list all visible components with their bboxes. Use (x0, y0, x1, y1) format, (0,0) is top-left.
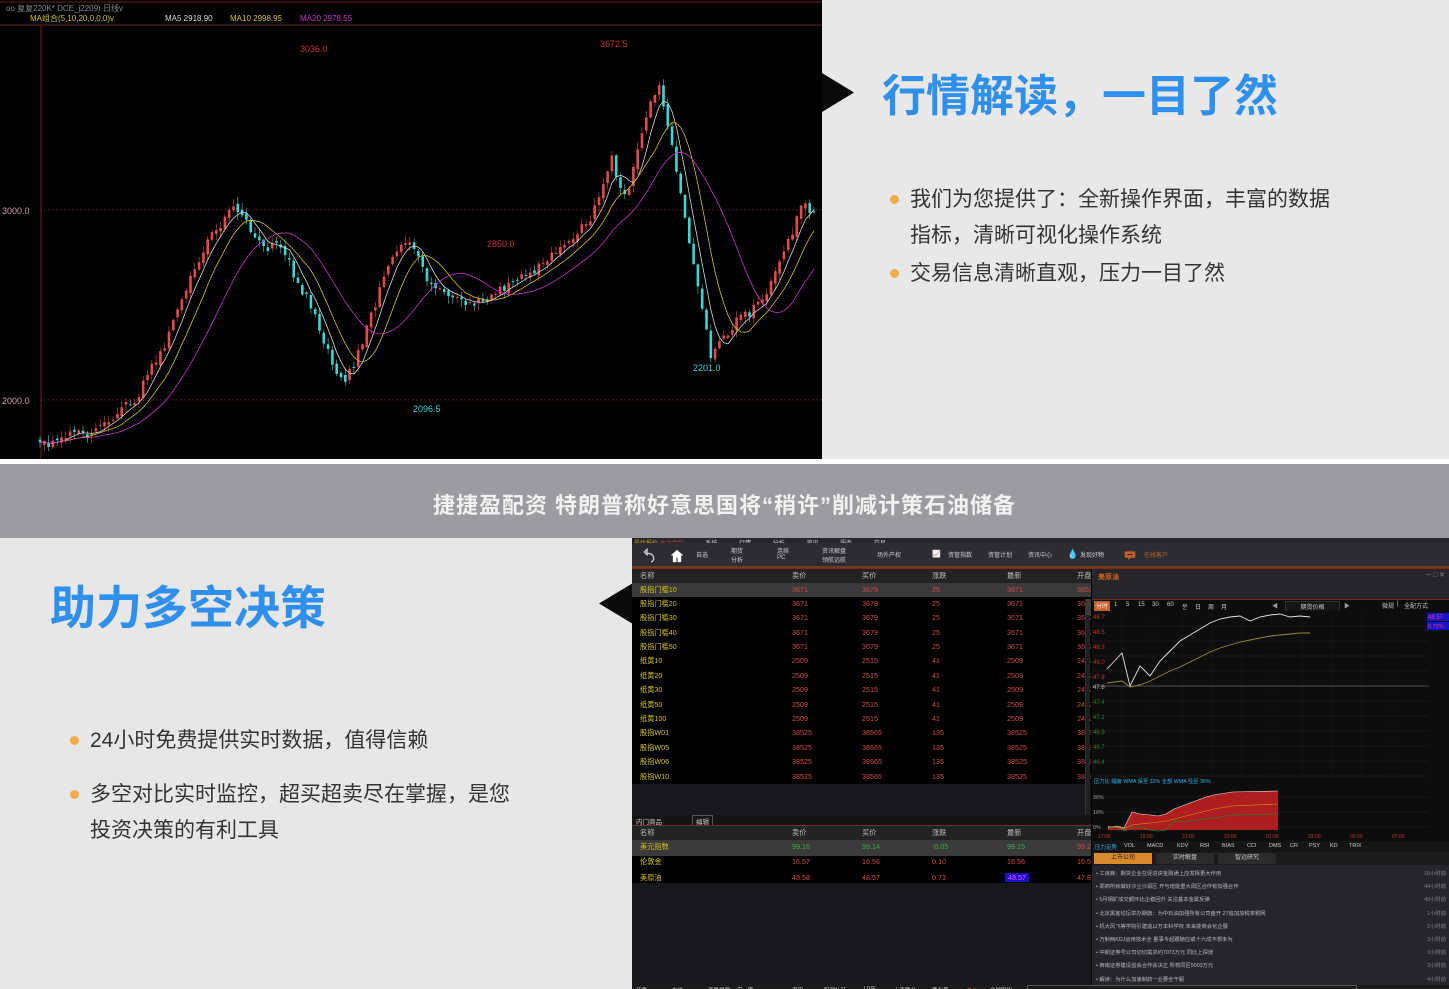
svg-text:47.4: 47.4 (1093, 700, 1105, 706)
svg-text:01:00: 01:00 (1266, 834, 1279, 840)
svg-text:21:00: 21:00 (1182, 834, 1195, 840)
svg-text:48.7: 48.7 (1093, 615, 1105, 621)
svg-text:48.3: 48.3 (1093, 645, 1105, 651)
svg-text:48.0: 48.0 (1093, 660, 1105, 666)
svg-text:MA5 2918.90: MA5 2918.90 (165, 14, 213, 23)
svg-text:46.7: 46.7 (1093, 745, 1105, 751)
svg-text:17:00: 17:00 (1098, 834, 1111, 840)
svg-text:47.6: 47.6 (1093, 685, 1105, 691)
svg-text:3672.5: 3672.5 (600, 39, 628, 49)
svg-text:oo 复复220K* DCE_j2209) 日线v: oo 复复220K* DCE_j2209) 日线v (6, 3, 123, 13)
svg-text:2096.5: 2096.5 (413, 404, 441, 414)
svg-text:46.9: 46.9 (1093, 730, 1105, 736)
svg-text:48.5: 48.5 (1093, 630, 1105, 636)
svg-text:MA组合(5,10,20,0,0,0)v: MA组合(5,10,20,0,0,0)v (30, 13, 114, 23)
svg-text:23:00: 23:00 (1224, 834, 1237, 840)
svg-text:03:00: 03:00 (1308, 834, 1321, 840)
svg-text:47.1: 47.1 (1093, 715, 1105, 721)
svg-text:36%: 36% (1093, 795, 1104, 801)
svg-text:2000.0: 2000.0 (2, 396, 30, 406)
svg-text:0%: 0% (1093, 825, 1101, 831)
svg-text:3000.0: 3000.0 (2, 206, 30, 216)
svg-text:2850.0: 2850.0 (487, 239, 515, 249)
svg-text:压力比 幅度 WMA 保至 32% 全部 WMA 径至 36: 压力比 幅度 WMA 保至 32% 全部 WMA 径至 36% (1094, 777, 1211, 785)
svg-text:07:00: 07:00 (1392, 834, 1405, 840)
svg-text:05:00: 05:00 (1350, 834, 1363, 840)
svg-text:47.8: 47.8 (1093, 675, 1105, 681)
svg-text:46.4: 46.4 (1093, 760, 1105, 766)
svg-text:MA10 2998.95: MA10 2998.95 (230, 14, 283, 23)
svg-text:3036.0: 3036.0 (300, 44, 328, 54)
svg-text:0.73%: 0.73% (1428, 624, 1444, 630)
svg-text:18%: 18% (1093, 810, 1104, 816)
svg-text:19:00: 19:00 (1140, 834, 1153, 840)
svg-text:2201.0: 2201.0 (693, 363, 721, 373)
svg-text:MA20 2978.55: MA20 2978.55 (300, 14, 353, 23)
svg-text:48.57: 48.57 (1428, 615, 1444, 621)
